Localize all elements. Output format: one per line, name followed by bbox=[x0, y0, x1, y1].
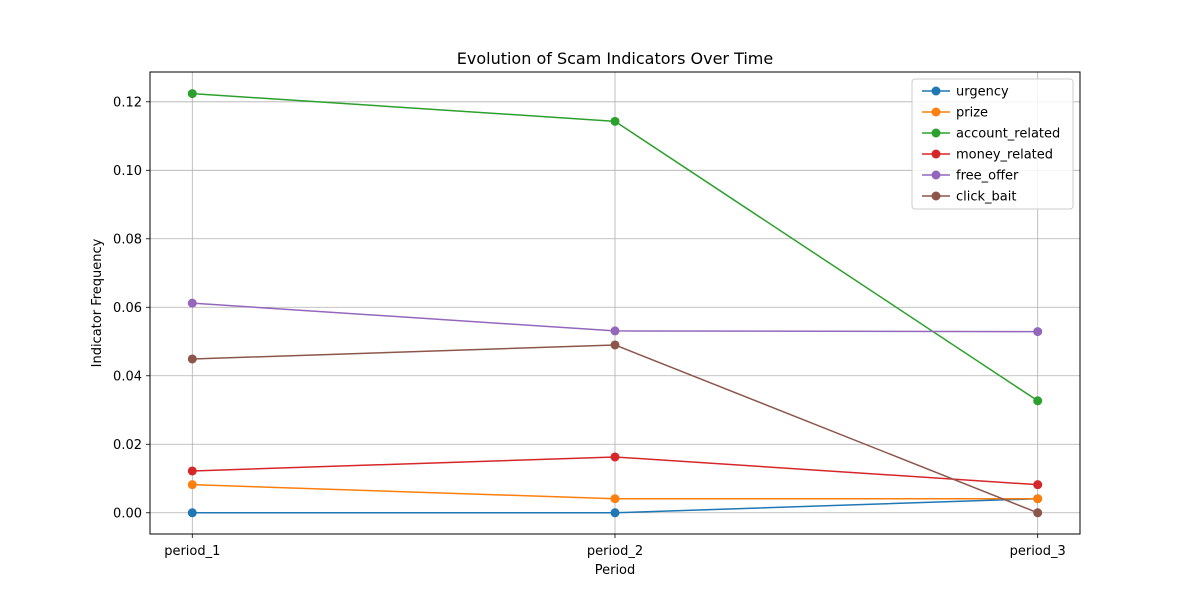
chart-title: Evolution of Scam Indicators Over Time bbox=[457, 49, 773, 68]
series-money-related bbox=[187, 452, 1043, 490]
legend-label: urgency bbox=[956, 85, 1009, 100]
ticks: period_1 period_2 period_3 0.00 0.02 0.04 0.06… bbox=[113, 95, 1066, 559]
legend-swatch-marker bbox=[931, 191, 941, 201]
series-layer bbox=[187, 89, 1043, 518]
data-point bbox=[1033, 480, 1043, 490]
x-tick-label: period_1 bbox=[164, 544, 220, 559]
legend: urgency prize account_related money_related… bbox=[911, 78, 1074, 210]
x-tick-label: period_2 bbox=[587, 544, 643, 559]
y-tick-label: 0.10 bbox=[113, 164, 142, 179]
data-point bbox=[187, 89, 197, 99]
data-point bbox=[187, 466, 197, 476]
legend-label: money_related bbox=[956, 148, 1053, 163]
legend-item: click_bait bbox=[922, 190, 1016, 205]
data-point bbox=[610, 452, 620, 462]
legend-item: free_offer bbox=[922, 169, 1019, 184]
x-axis-label: Period bbox=[595, 563, 636, 578]
legend-swatch-marker bbox=[931, 170, 941, 180]
data-point bbox=[187, 508, 197, 518]
data-point bbox=[1033, 494, 1043, 504]
legend-box bbox=[911, 78, 1074, 210]
legend-label: prize bbox=[956, 106, 988, 121]
legend-swatch-marker bbox=[931, 128, 941, 138]
x-tick-label: period_3 bbox=[1010, 544, 1066, 559]
data-point bbox=[1033, 508, 1043, 518]
data-point bbox=[610, 340, 620, 350]
legend-item: account_related bbox=[922, 127, 1060, 142]
legend-label: click_bait bbox=[956, 190, 1016, 205]
data-point bbox=[1033, 396, 1043, 406]
series-free-offer bbox=[187, 298, 1043, 337]
legend-swatch-marker bbox=[931, 149, 941, 159]
legend-swatch-marker bbox=[931, 86, 941, 96]
y-tick-label: 0.12 bbox=[113, 95, 142, 110]
data-point bbox=[610, 116, 620, 126]
series-account-related bbox=[187, 89, 1043, 406]
legend-item: prize bbox=[922, 106, 988, 121]
data-point bbox=[610, 326, 620, 336]
data-point bbox=[187, 298, 197, 308]
legend-label: account_related bbox=[956, 127, 1060, 142]
legend-item: money_related bbox=[922, 148, 1053, 163]
data-point bbox=[1033, 327, 1043, 337]
data-point bbox=[187, 480, 197, 490]
y-tick-label: 0.04 bbox=[113, 369, 142, 384]
data-point bbox=[610, 508, 620, 518]
legend-item: urgency bbox=[922, 85, 1009, 100]
data-point bbox=[187, 354, 197, 364]
legend-label: free_offer bbox=[956, 169, 1019, 184]
y-axis-label: Indicator Frequency bbox=[90, 238, 105, 367]
y-tick-label: 0.08 bbox=[113, 232, 142, 247]
series-click-bait bbox=[187, 340, 1043, 518]
y-tick-label: 0.02 bbox=[113, 438, 142, 453]
series-prize bbox=[187, 480, 1043, 504]
legend-swatch-marker bbox=[931, 107, 941, 117]
y-tick-label: 0.06 bbox=[113, 301, 142, 316]
y-tick-label: 0.00 bbox=[113, 506, 142, 521]
data-point bbox=[610, 494, 620, 504]
